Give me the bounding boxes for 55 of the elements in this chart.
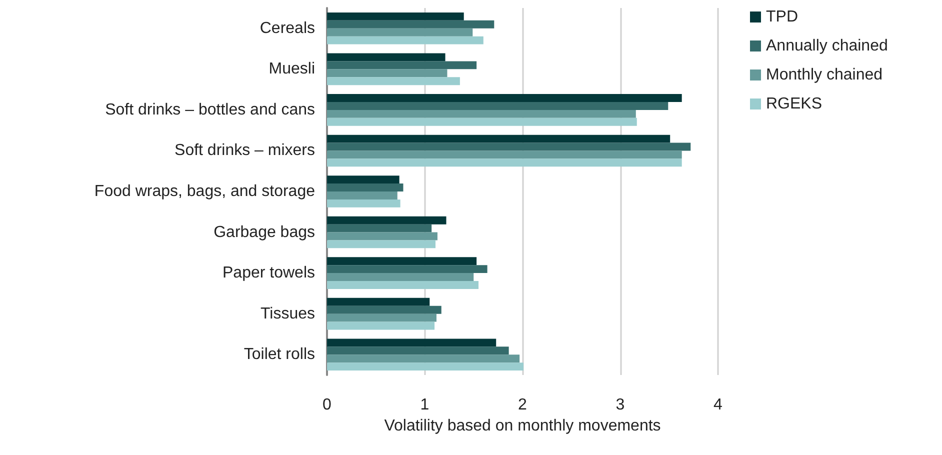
x-tick-label: 1 [420,396,430,414]
bar [327,199,400,208]
x-axis-title: Volatility based on monthly movements [384,417,661,434]
x-tick-label: 2 [518,396,528,414]
y-tick-label: Soft drinks – bottles and cans [105,101,315,118]
bar [327,28,473,36]
bar [327,192,398,200]
bar [327,257,477,266]
bar [327,322,435,330]
y-tick-label: Soft drinks – mixers [174,142,315,160]
bar [327,36,484,44]
bar [327,12,464,20]
bar [327,110,636,118]
bar [327,306,442,314]
bar [327,354,520,363]
bar [327,142,691,151]
legend-label: RGEKS [766,96,822,112]
bar [327,94,682,102]
legend-label: Monthly chained [766,66,883,84]
bar [327,224,432,232]
bar [327,232,438,240]
bar [327,118,637,126]
bar [327,240,436,248]
bar [327,216,446,224]
bar [327,298,430,306]
bar [327,176,400,184]
bar [327,61,477,70]
bar [327,265,488,274]
y-tick-label: Garbage bags [214,224,315,241]
bar [327,281,479,289]
y-tick-label: Cereals [260,20,315,37]
bar [327,346,509,355]
y-tick-label: Toilet rolls [244,346,315,364]
bar [327,69,448,78]
bar [327,150,682,159]
legend-label: TPD [766,8,798,26]
y-tick-label: Muesli [268,60,315,78]
bar [327,102,668,110]
legend-label: Annually chained [766,38,888,54]
bar [327,273,474,282]
bar [327,338,496,347]
y-tick-label: Tissues [260,305,315,322]
bar [327,362,524,371]
y-tick-label: Food wraps, bags, and storage [94,183,316,200]
bar [327,53,446,62]
bar [327,158,682,167]
bar [327,20,494,28]
x-tick-label: 4 [714,396,723,414]
bar [327,77,460,86]
bar [327,184,404,192]
bar [327,314,436,322]
x-tick-label: 3 [616,396,625,414]
bar [327,134,670,143]
x-tick-label: 0 [322,396,332,414]
y-tick-label: Paper towels [222,264,315,282]
